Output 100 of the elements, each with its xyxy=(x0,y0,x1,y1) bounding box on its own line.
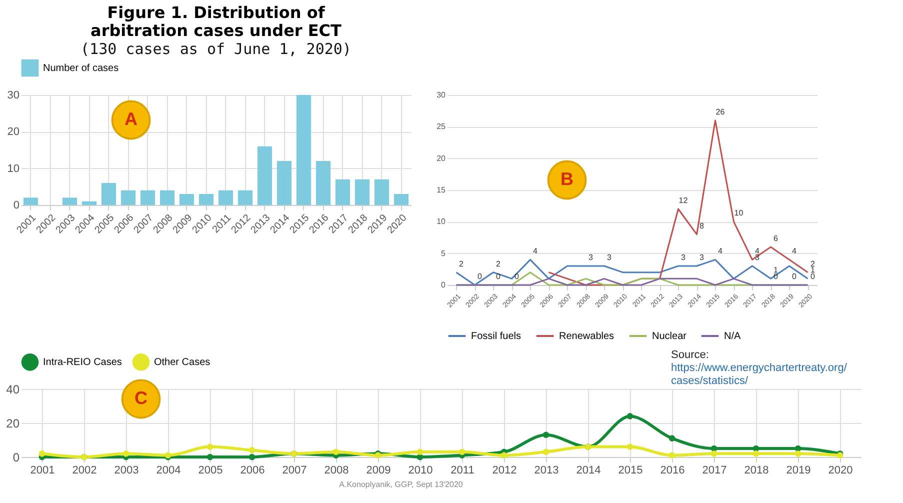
point xyxy=(668,452,676,458)
y-tick-label: 25 xyxy=(436,122,446,132)
annotation: C xyxy=(134,388,148,408)
y-tick-label: 15 xyxy=(436,186,446,194)
bar xyxy=(62,198,78,205)
bar xyxy=(276,161,292,205)
chart-subtitle: (130 cases as of June 1, 2020) xyxy=(80,40,352,58)
data-label: 1 xyxy=(810,266,816,275)
y-tick-label: 5 xyxy=(441,248,446,258)
point xyxy=(542,448,550,456)
data-label: 4 xyxy=(718,246,724,256)
bar xyxy=(140,190,156,205)
text: A.Konoplyanik, GGP, Sept 13'2020 xyxy=(339,480,464,489)
point xyxy=(248,447,256,454)
data-label: 6 xyxy=(774,234,779,243)
point xyxy=(248,454,256,460)
data-label: 0 xyxy=(514,272,520,281)
x-tick-label: 2005 xyxy=(198,464,223,476)
bar xyxy=(374,179,390,205)
data-label: 2 xyxy=(496,259,502,268)
chart-title: Figure 1. Distribution of arbitration cases under ECT xyxy=(90,3,342,40)
data-label: 1 xyxy=(774,266,779,275)
y-tick-label: 0 xyxy=(441,280,446,290)
data-label: 8 xyxy=(700,221,705,230)
y-tick-label: 30 xyxy=(7,90,20,102)
x-tick-label: 2012 xyxy=(492,464,517,476)
x-tick-label: 2020 xyxy=(828,464,853,476)
point xyxy=(668,435,676,442)
annotation: A xyxy=(124,109,138,129)
source-note: Source: xyxy=(671,349,709,361)
y-tick-label: 0 xyxy=(12,450,20,464)
point xyxy=(122,450,130,457)
data-label: 0 xyxy=(792,272,798,281)
point xyxy=(206,454,214,460)
bar xyxy=(101,183,116,205)
point xyxy=(38,450,46,457)
x-tick-label: 2006 xyxy=(240,464,265,476)
point xyxy=(500,452,508,458)
data-label: 3 xyxy=(700,253,705,262)
legend-label: N/A xyxy=(724,331,741,342)
data-label: 2 xyxy=(459,259,464,268)
y-tick-label: 30 xyxy=(436,90,446,100)
bar xyxy=(160,190,175,205)
bar xyxy=(82,201,97,205)
data-label: 4 xyxy=(755,246,760,256)
x-tick-label: 2009 xyxy=(366,464,391,476)
data-label: 26 xyxy=(716,107,726,116)
y-tick-label: 40 xyxy=(6,382,20,396)
data-label: 0 xyxy=(496,272,502,281)
bar xyxy=(335,179,350,205)
x-tick-label: 2018 xyxy=(744,464,769,476)
data-label: 0 xyxy=(478,272,483,281)
annotation: B xyxy=(560,169,574,189)
legend-label: Fossil fuels xyxy=(471,331,522,342)
legend-label: Number of cases xyxy=(43,63,119,74)
x-tick-label: 2003 xyxy=(114,464,139,476)
x-tick-label: 2011 xyxy=(450,464,474,476)
bar xyxy=(218,190,234,205)
x-tick-label: 2007 xyxy=(282,464,307,476)
point xyxy=(626,444,634,450)
data-label: 3 xyxy=(588,253,594,262)
bar xyxy=(179,194,194,205)
point xyxy=(416,448,424,456)
data-label: 0 xyxy=(810,272,816,281)
x-tick-label: 2019 xyxy=(786,464,811,476)
bar xyxy=(316,161,331,205)
y-tick-label: 20 xyxy=(6,416,20,430)
data-label: 10 xyxy=(734,208,744,218)
point xyxy=(332,448,340,456)
y-tick-label: 0 xyxy=(13,200,20,212)
bar xyxy=(394,194,409,205)
y-tick-label: 10 xyxy=(436,217,446,226)
legend-label: Other Cases xyxy=(154,357,210,368)
y-tick-label: 10 xyxy=(7,162,20,175)
x-tick-label: 2016 xyxy=(660,464,685,476)
point xyxy=(752,450,760,457)
x-tick-label: 2017 xyxy=(702,464,727,476)
point xyxy=(710,450,718,457)
data-label: 2 xyxy=(810,259,816,268)
legend-label: Nuclear xyxy=(652,331,688,342)
point xyxy=(794,450,802,457)
line-series xyxy=(456,258,808,286)
data-label: 12 xyxy=(678,196,688,205)
x-tick-label: 2004 xyxy=(156,464,181,476)
x-tick-label: 2014 xyxy=(576,464,601,476)
bar xyxy=(296,95,312,205)
x-tick-label: 2010 xyxy=(408,464,433,476)
x-tick-label: 2008 xyxy=(324,464,349,476)
bar xyxy=(23,198,38,205)
x-tick-label: 2015 xyxy=(618,464,643,476)
data-label: 4 xyxy=(533,246,538,256)
y-tick-label: 20 xyxy=(7,126,20,138)
bar xyxy=(198,194,214,205)
legend-label: Renewables xyxy=(559,331,614,342)
text: https://www.energychartertreaty.org/cases/statistics/ xyxy=(671,362,848,387)
data-label: 3 xyxy=(607,253,612,262)
point xyxy=(542,432,550,438)
x-tick-label: 2013 xyxy=(534,464,559,476)
bar xyxy=(354,179,370,205)
bar xyxy=(238,190,253,205)
